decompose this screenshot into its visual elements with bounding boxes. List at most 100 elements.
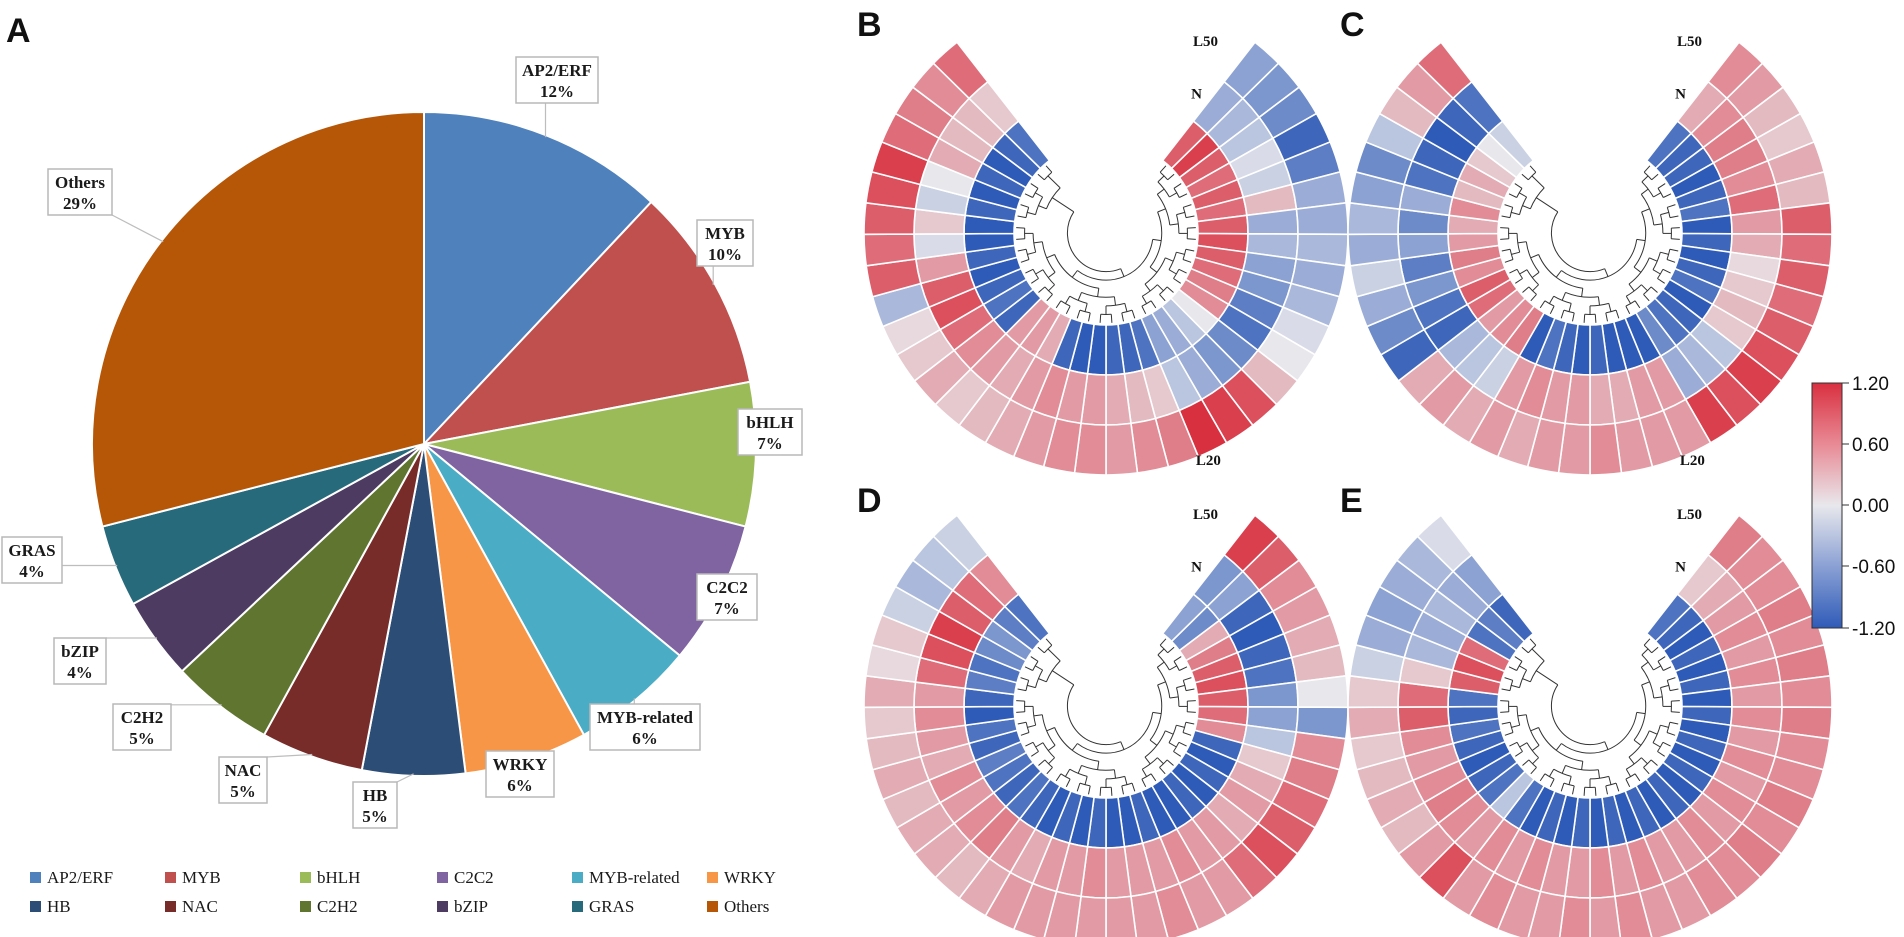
dendrogram-join (1045, 187, 1061, 209)
dendrogram-branch (1179, 666, 1188, 671)
dendrogram-branch (1529, 165, 1537, 173)
dendrogram-branch (1669, 688, 1679, 692)
dendrogram-branch (1650, 286, 1658, 293)
dendrogram-branch (1530, 767, 1537, 775)
dendrogram-branch (1633, 266, 1642, 273)
dendrogram-branch (1530, 727, 1539, 732)
dendrogram-join (1652, 252, 1661, 270)
ring-label-l50: L50 (1677, 507, 1702, 523)
dendrogram-branch (1121, 312, 1124, 322)
dendrogram-branch (1500, 700, 1509, 702)
dendrogram-branch (1633, 739, 1642, 746)
dendrogram-branch (1608, 776, 1612, 785)
dendrogram-branch (1048, 284, 1055, 292)
dendrogram-branch (1583, 787, 1586, 796)
dendrogram-join (1142, 757, 1158, 770)
dendrogram-branch (1660, 684, 1669, 689)
dendrogram-branch (1084, 303, 1088, 312)
dendrogram-branch (1141, 768, 1148, 777)
dendrogram-branch (1529, 638, 1537, 646)
dendrogram-branch (1176, 251, 1185, 255)
dendrogram-branch (1176, 684, 1185, 689)
dendrogram-branch (1597, 296, 1600, 306)
dendrogram-join (1528, 759, 1537, 768)
dendrogram-branch (1514, 183, 1523, 189)
dendrogram-branch (1187, 227, 1196, 229)
dendrogram-branch (1518, 665, 1527, 671)
dendrogram-branch (1581, 761, 1584, 770)
dendrogram-branch (1500, 238, 1509, 240)
dendrogram-branch (1167, 646, 1175, 654)
dendrogram-branch (1504, 204, 1513, 208)
dendrogram-branch (1671, 227, 1680, 229)
dendrogram-join (1528, 286, 1537, 295)
dendrogram-branch (1604, 741, 1609, 750)
dendrogram-join (1045, 660, 1061, 682)
dendrogram-branch (1501, 248, 1511, 252)
dendrogram-branch (1536, 197, 1559, 213)
dendrogram-branch (1034, 665, 1043, 671)
legend-item-gras: GRAS (572, 897, 634, 916)
legend-item-myb: MYB (165, 868, 221, 887)
pie-label-percent: 5% (362, 807, 388, 826)
dendrogram-branch (1024, 193, 1033, 198)
dendrogram-branch (1511, 251, 1520, 255)
dendrogram-join (1641, 654, 1654, 671)
dendrogram-join (1509, 680, 1514, 691)
dendrogram-branch (1064, 295, 1071, 304)
dendrogram-branch (1052, 670, 1075, 686)
legend-swatch (300, 901, 311, 912)
dendrogram-branch (1035, 742, 1044, 748)
dendrogram-join (1105, 302, 1125, 307)
dendrogram-branch (1159, 638, 1167, 646)
dendrogram-branch (1531, 175, 1545, 189)
ring-label-l50: L50 (1193, 34, 1218, 50)
dendrogram-join (1633, 211, 1647, 268)
pie-label-name: C2H2 (121, 708, 164, 727)
dendrogram-branch (1572, 312, 1575, 322)
dendrogram-join (1589, 302, 1609, 307)
dendrogram-branch (1071, 270, 1078, 278)
dendrogram-branch (1110, 787, 1113, 796)
dendrogram-branch (1152, 711, 1162, 715)
dendrogram-join (1525, 241, 1540, 273)
dendrogram-branch (1150, 300, 1157, 309)
dendrogram-branch (1641, 757, 1648, 765)
dendrogram-branch (1548, 295, 1555, 304)
pie-label-percent: 5% (129, 729, 155, 748)
pie-label-percent: 4% (67, 663, 93, 682)
dendrogram-branch (1173, 751, 1181, 757)
dendrogram-branch (1500, 227, 1509, 229)
dendrogram-join (1042, 742, 1055, 759)
dendrogram-branch (1643, 638, 1651, 646)
dendrogram-join (1626, 284, 1642, 297)
dendrogram-branch (1166, 759, 1174, 766)
dendrogram-branch (1641, 681, 1650, 686)
dendrogram-join (1025, 207, 1030, 218)
dendrogram-branch (1625, 768, 1632, 777)
heat-cell-l20 (1416, 41, 1473, 100)
dendrogram-branch (1531, 648, 1545, 662)
dendrogram-branch (1657, 183, 1666, 189)
pie-legend: AP2/ERF MYB bHLH C2C2 MYB-related WRKY HB NAC C2… (30, 868, 776, 916)
dendrogram-branch (1165, 257, 1174, 262)
ring-label-n: N (1675, 87, 1686, 103)
legend-label: bZIP (454, 897, 488, 916)
dendrogram-branch (1657, 656, 1666, 662)
dendrogram-branch (1608, 303, 1612, 312)
dendrogram-branch (1156, 661, 1165, 668)
legend-label: MYB-related (589, 868, 680, 887)
dendrogram-branch (1519, 269, 1528, 275)
dendrogram-join (1660, 214, 1664, 234)
dendrogram-branch (1625, 295, 1632, 304)
pie-label-name: HB (363, 786, 388, 805)
dendrogram-branch (1671, 238, 1680, 240)
dendrogram-branch (1514, 656, 1523, 662)
dendrogram-join (1550, 211, 1605, 273)
dendrogram-branch (1517, 714, 1527, 717)
dendrogram-branch (1182, 259, 1192, 263)
pie-label-name: NAC (225, 761, 262, 780)
dendrogram-branch (1641, 175, 1649, 183)
dendrogram-branch (1640, 188, 1649, 195)
dendrogram-branch (1165, 730, 1174, 735)
